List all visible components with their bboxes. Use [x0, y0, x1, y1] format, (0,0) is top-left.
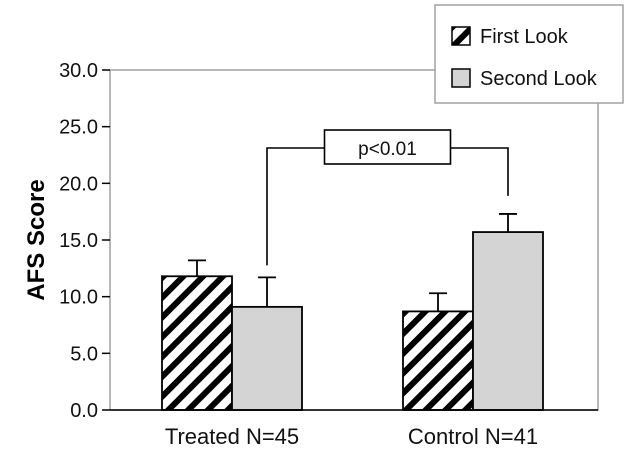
y-tick-label: 10.0: [59, 287, 98, 309]
bar-second-look-treated: [231, 305, 303, 411]
significance-annotation: p<0.01: [266, 129, 509, 266]
y-tick-label: 20.0: [59, 173, 98, 195]
legend: First Look Second Look: [434, 4, 624, 104]
y-tick-label: 5.0: [70, 343, 98, 365]
y-tick-label: 15.0: [59, 230, 98, 252]
x-category-label: Treated N=45: [165, 424, 299, 449]
legend-swatch-second-look: [451, 68, 471, 88]
p-value-box: [323, 129, 452, 165]
x-category-label: Control N=41: [408, 424, 538, 449]
y-axis: 0.0 5.0 10.0 15.0 20.0 25.0 30.0: [59, 60, 110, 422]
x-axis-categories: Treated N=45 Control N=41: [165, 424, 538, 449]
bar-second-look-control: [472, 231, 544, 411]
error-bars-group: [188, 213, 517, 312]
legend-label-second-look: Second Look: [480, 68, 598, 90]
y-tick-label: 0.0: [70, 400, 98, 422]
y-tick-label: 25.0: [59, 117, 98, 139]
bar-first-look-treated: [161, 275, 233, 411]
significance-bracket: [266, 147, 509, 266]
bar-first-look-control: [402, 310, 474, 411]
legend-swatch-first-look: [451, 26, 471, 46]
y-axis-label: AFS Score: [23, 179, 50, 300]
legend-label-first-look: First Look: [480, 26, 569, 48]
bars-group: [110, 231, 598, 411]
y-tick-label: 30.0: [59, 60, 98, 82]
p-value-label: p<0.01: [358, 139, 417, 160]
